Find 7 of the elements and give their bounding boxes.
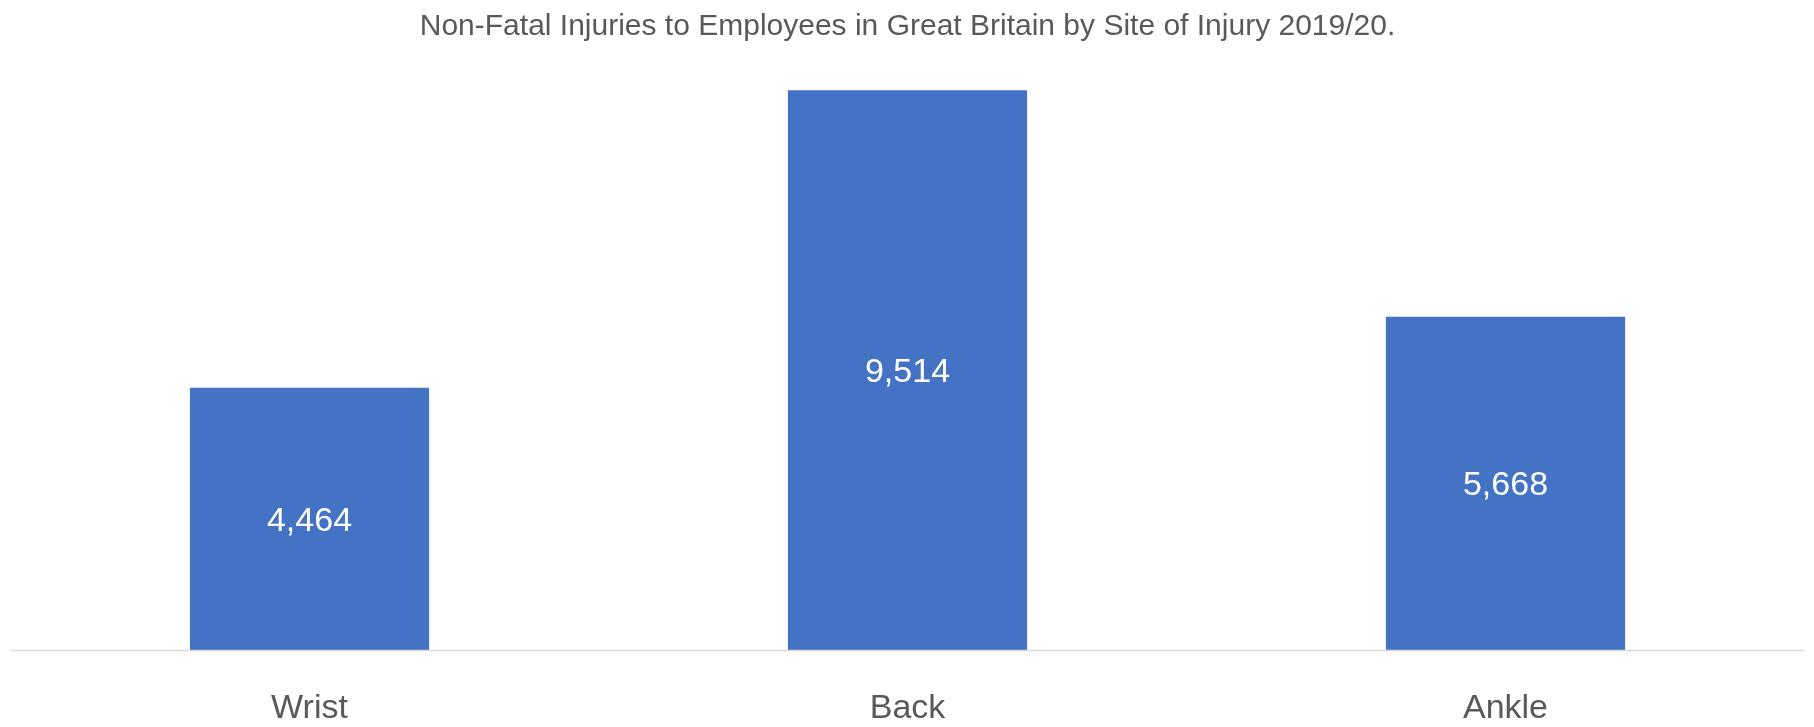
data-label: 4,464 [266, 499, 353, 538]
x-tick-label: Wrist [271, 686, 349, 725]
chart-title: Non-Fatal Injuries to Employees in Great Britain by Site of Injury 2019/20. [419, 7, 1396, 41]
x-tick-label: Back [869, 686, 947, 725]
x-tick-label: Ankle [1462, 686, 1549, 725]
data-label: 5,668 [1462, 464, 1549, 503]
data-label: 9,514 [864, 350, 951, 389]
